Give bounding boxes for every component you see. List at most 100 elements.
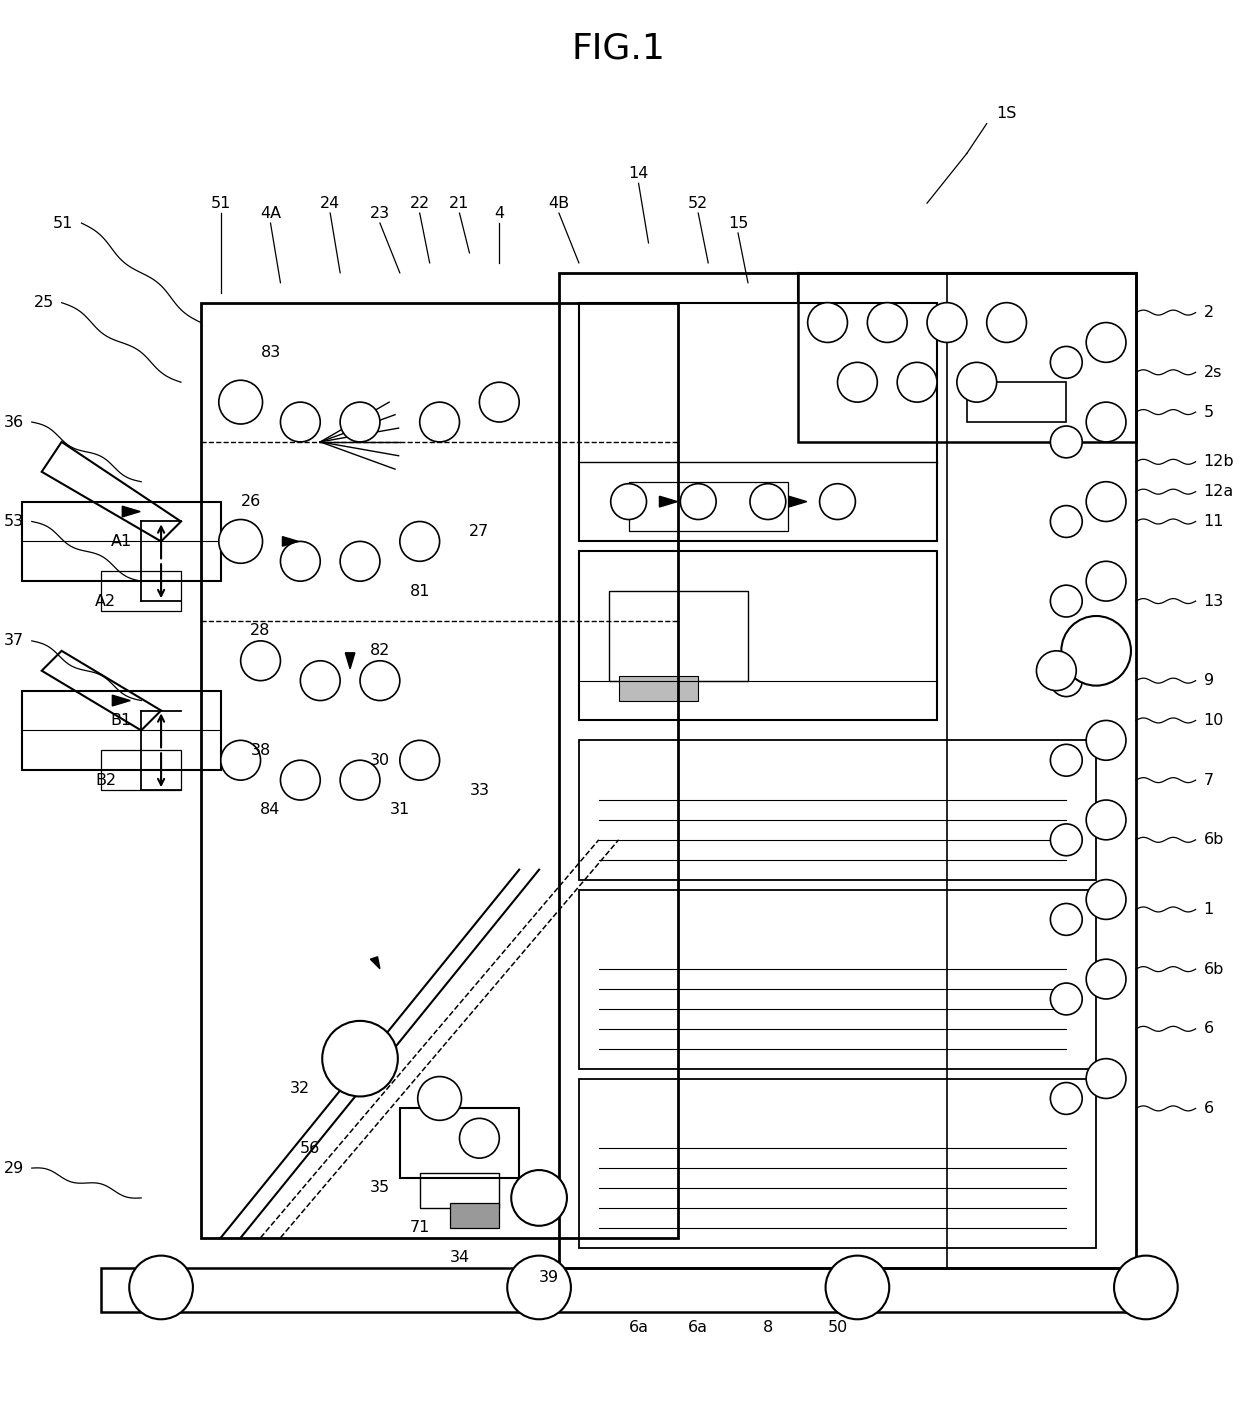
Text: 22: 22 [409, 196, 430, 210]
Bar [609, 591, 748, 681]
Bar [797, 273, 1136, 442]
Polygon shape [345, 652, 355, 669]
Circle shape [1050, 585, 1083, 617]
Circle shape [1086, 402, 1126, 442]
Bar [579, 890, 1096, 1069]
Circle shape [218, 520, 263, 563]
Circle shape [218, 381, 263, 423]
Circle shape [360, 661, 399, 701]
Circle shape [1050, 824, 1083, 855]
Text: 50: 50 [827, 1320, 848, 1334]
Circle shape [340, 760, 379, 800]
Circle shape [1086, 641, 1126, 681]
Text: 53: 53 [4, 514, 24, 529]
Circle shape [826, 1256, 889, 1319]
Circle shape [399, 740, 440, 780]
Circle shape [280, 402, 320, 442]
Circle shape [820, 483, 856, 520]
Text: 33: 33 [470, 783, 490, 797]
Text: B2: B2 [95, 773, 117, 787]
Text: FIG.1: FIG.1 [572, 33, 666, 65]
Text: 6: 6 [1204, 1101, 1214, 1115]
Polygon shape [113, 695, 130, 706]
Text: 82: 82 [370, 644, 391, 658]
Circle shape [340, 402, 379, 442]
Circle shape [1050, 1083, 1083, 1114]
Polygon shape [283, 537, 299, 546]
Circle shape [1086, 720, 1126, 760]
Circle shape [1086, 323, 1126, 362]
Circle shape [280, 760, 320, 800]
Text: 6b: 6b [1204, 833, 1224, 847]
Text: 29: 29 [4, 1161, 24, 1175]
Text: 10: 10 [1204, 713, 1224, 728]
Text: 6b: 6b [1204, 962, 1224, 976]
Circle shape [1050, 904, 1083, 935]
Circle shape [837, 362, 877, 402]
Text: 51: 51 [211, 196, 231, 210]
Circle shape [1086, 880, 1126, 919]
Bar [559, 273, 1136, 1268]
Circle shape [418, 1077, 461, 1120]
Circle shape [480, 382, 520, 422]
Circle shape [957, 362, 997, 402]
Circle shape [1050, 506, 1083, 537]
Circle shape [1050, 426, 1083, 458]
Bar [22, 502, 221, 581]
Bar [399, 1108, 520, 1178]
Text: 8: 8 [763, 1320, 773, 1334]
Text: 4: 4 [495, 206, 505, 220]
Bar [102, 750, 181, 790]
Bar [619, 675, 698, 701]
Bar [579, 1079, 1096, 1248]
Circle shape [340, 541, 379, 581]
Text: 51: 51 [53, 216, 73, 230]
Text: 21: 21 [449, 196, 470, 210]
Text: A2: A2 [95, 594, 117, 608]
Text: 83: 83 [260, 345, 280, 360]
Text: 32: 32 [290, 1081, 310, 1096]
Bar [967, 382, 1066, 422]
Circle shape [1086, 959, 1126, 999]
Bar [102, 1268, 1136, 1313]
Text: 2: 2 [1204, 306, 1214, 320]
Bar [419, 1174, 500, 1208]
Bar [579, 303, 937, 541]
Text: 15: 15 [728, 216, 748, 230]
Text: 37: 37 [4, 634, 24, 648]
Circle shape [129, 1256, 193, 1319]
Text: B1: B1 [110, 713, 131, 728]
Circle shape [460, 1118, 500, 1158]
Text: 23: 23 [370, 206, 391, 220]
Polygon shape [660, 496, 677, 507]
Circle shape [1086, 482, 1126, 522]
Text: 34: 34 [449, 1250, 470, 1265]
Text: 81: 81 [409, 584, 430, 598]
Circle shape [611, 483, 646, 520]
Circle shape [987, 303, 1027, 342]
Circle shape [750, 483, 786, 520]
Text: 52: 52 [688, 196, 708, 210]
Bar [102, 571, 181, 611]
Polygon shape [371, 956, 379, 969]
Circle shape [681, 483, 717, 520]
Text: 30: 30 [370, 753, 391, 767]
Text: 12a: 12a [1204, 485, 1234, 499]
Polygon shape [123, 506, 140, 517]
Bar [579, 740, 1096, 880]
Circle shape [1086, 800, 1126, 840]
Text: 6a: 6a [688, 1320, 708, 1334]
Circle shape [1050, 665, 1083, 696]
Circle shape [511, 1169, 567, 1226]
Text: 13: 13 [1204, 594, 1224, 608]
Circle shape [1114, 1256, 1178, 1319]
Text: 24: 24 [320, 196, 340, 210]
Text: 38: 38 [250, 743, 270, 757]
Text: 1S: 1S [997, 107, 1017, 121]
Circle shape [867, 303, 908, 342]
Circle shape [1037, 651, 1076, 691]
Text: 4A: 4A [260, 206, 281, 220]
Text: 27: 27 [469, 524, 490, 539]
Circle shape [898, 362, 937, 402]
Text: 35: 35 [370, 1181, 391, 1195]
